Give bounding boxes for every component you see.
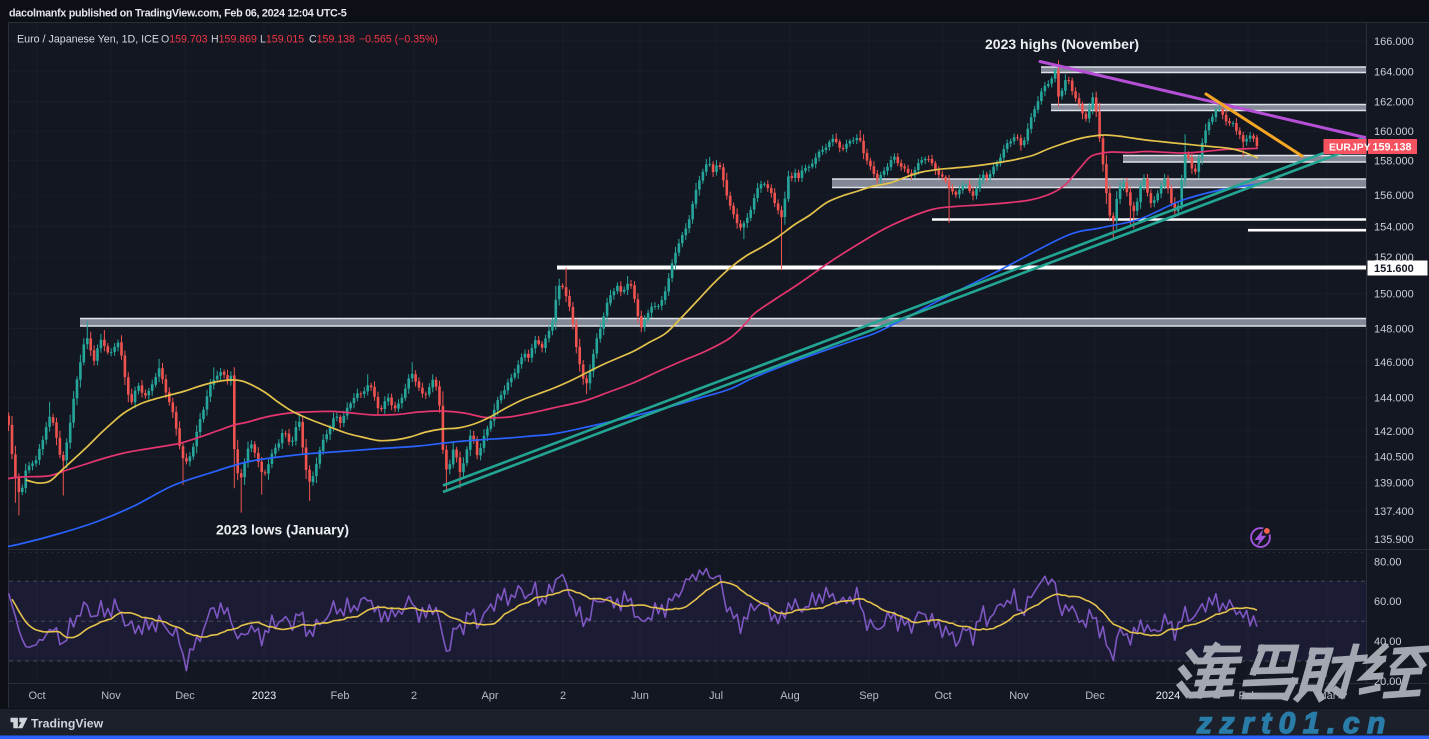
svg-text:142.000: 142.000 [1374,426,1414,438]
svg-text:60.00: 60.00 [1374,596,1402,608]
svg-text:135.900: 135.900 [1374,534,1414,546]
svg-text:Apr: Apr [481,690,498,702]
svg-text:150.000: 150.000 [1374,289,1414,301]
svg-text:Nov: Nov [101,690,121,702]
svg-text:Dec: Dec [1085,690,1105,702]
svg-text:80.00: 80.00 [1374,556,1402,568]
svg-text:154.000: 154.000 [1374,222,1414,234]
svg-text:166.000: 166.000 [1374,36,1414,48]
svg-text:2: 2 [411,690,417,702]
svg-text:140.500: 140.500 [1374,452,1414,464]
svg-text:160.000: 160.000 [1374,126,1414,138]
svg-text:dacolmanfx published on Tradin: dacolmanfx published on TradingView.com,… [9,8,347,20]
svg-text:162.000: 162.000 [1374,97,1414,109]
svg-text:146.000: 146.000 [1374,357,1414,369]
svg-text:40.00: 40.00 [1374,636,1402,648]
svg-text:zzrt01.cn: zzrt01.cn [1196,707,1393,739]
svg-text:Aug: Aug [780,690,800,702]
svg-text:2023: 2023 [252,690,276,702]
svg-text:156.000: 156.000 [1374,190,1414,202]
svg-text:EURJPY: EURJPY [1329,143,1371,154]
svg-text:2: 2 [560,690,566,702]
svg-text:144.000: 144.000 [1374,393,1414,405]
svg-text:Feb: Feb [331,690,350,702]
svg-text:Oct: Oct [28,690,45,702]
svg-text:Jun: Jun [631,690,649,702]
svg-text:Oct: Oct [934,690,951,702]
svg-text:158.000: 158.000 [1374,155,1414,167]
svg-text:148.000: 148.000 [1374,324,1414,336]
svg-text:139.000: 139.000 [1374,478,1414,490]
svg-text:137.400: 137.400 [1374,506,1414,518]
svg-text:Nov: Nov [1009,690,1029,702]
svg-text:151.600: 151.600 [1374,263,1414,275]
svg-text:159.138: 159.138 [1373,142,1412,154]
svg-text:Sep: Sep [859,690,879,702]
svg-text:2023 highs (November): 2023 highs (November) [985,36,1139,52]
svg-text:164.000: 164.000 [1374,66,1414,78]
svg-text:2023 lows (January): 2023 lows (January) [216,522,349,538]
svg-text:Euro / Japanese Yen, 1D, ICE: Euro / Japanese Yen, 1D, ICE [17,34,159,46]
svg-text:Dec: Dec [175,690,195,702]
svg-text:2024: 2024 [1156,690,1180,702]
svg-text:TradingView: TradingView [31,717,104,731]
svg-text:Jul: Jul [709,690,723,702]
